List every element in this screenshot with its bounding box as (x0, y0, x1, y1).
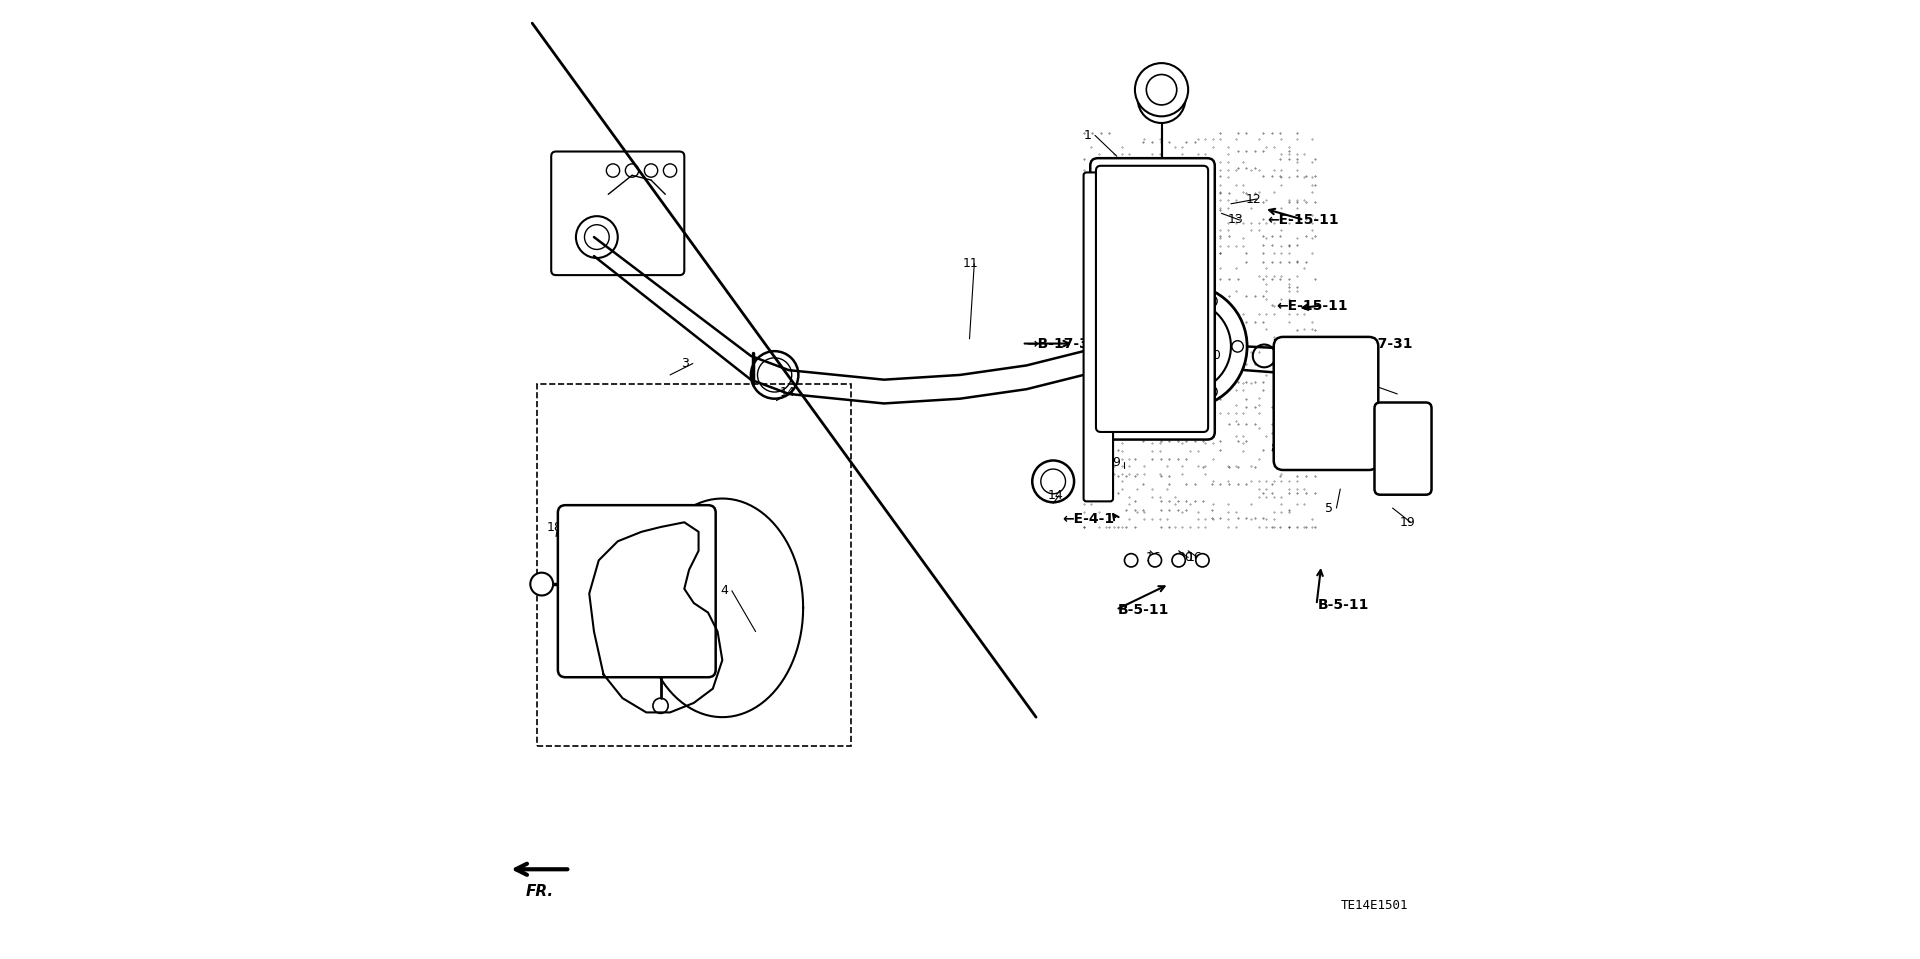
Text: ←E-4-1: ←E-4-1 (1062, 512, 1116, 526)
Bar (538, 385, 851, 746)
Circle shape (1123, 285, 1248, 409)
Text: 16: 16 (1146, 551, 1162, 564)
Text: 12: 12 (1246, 193, 1261, 205)
Text: 2: 2 (1089, 183, 1096, 196)
Text: 8: 8 (1269, 442, 1279, 455)
Text: →B-17-31: →B-17-31 (1027, 337, 1098, 351)
Circle shape (1171, 553, 1185, 567)
FancyBboxPatch shape (1096, 166, 1208, 432)
Text: ←E-15-11: ←E-15-11 (1277, 298, 1348, 313)
Text: 16: 16 (1164, 79, 1179, 91)
Text: 3: 3 (682, 357, 689, 370)
Text: →B-17-31: →B-17-31 (1340, 337, 1413, 351)
Text: 7: 7 (1359, 378, 1367, 391)
Text: 17: 17 (662, 521, 678, 533)
Text: 9: 9 (1112, 456, 1119, 469)
Text: 18: 18 (547, 521, 563, 533)
Text: 20: 20 (1177, 551, 1192, 564)
Circle shape (1125, 553, 1139, 567)
Circle shape (1290, 370, 1356, 436)
Circle shape (530, 573, 553, 596)
Text: 14: 14 (1048, 489, 1064, 503)
FancyBboxPatch shape (559, 505, 716, 677)
Text: 16: 16 (1308, 409, 1323, 421)
Circle shape (584, 532, 689, 637)
Circle shape (1135, 63, 1188, 116)
Text: FR.: FR. (526, 883, 553, 899)
Text: ←E-15-11: ←E-15-11 (1267, 213, 1338, 227)
Text: 15: 15 (1100, 249, 1117, 263)
Text: 10: 10 (1206, 349, 1221, 363)
Text: 13: 13 (1229, 214, 1244, 226)
Text: 16: 16 (1187, 551, 1202, 564)
FancyBboxPatch shape (1083, 173, 1114, 502)
Text: 17: 17 (651, 618, 666, 630)
Text: 11: 11 (962, 257, 979, 270)
Text: 6: 6 (1306, 442, 1313, 455)
Text: 19: 19 (1400, 516, 1415, 528)
Text: 1: 1 (1083, 129, 1091, 142)
Text: 14: 14 (780, 386, 795, 399)
Text: B-5-11: B-5-11 (1317, 598, 1369, 612)
Bar (1079, 132, 1317, 532)
Circle shape (1139, 76, 1185, 123)
Text: 5: 5 (1325, 502, 1332, 515)
Text: B-5-11: B-5-11 (1117, 603, 1169, 617)
FancyBboxPatch shape (1091, 158, 1215, 439)
Text: 15: 15 (1102, 279, 1119, 292)
Text: 4: 4 (720, 584, 728, 597)
Circle shape (1382, 427, 1425, 469)
FancyBboxPatch shape (1375, 403, 1432, 495)
Circle shape (1196, 553, 1210, 567)
Circle shape (1148, 553, 1162, 567)
Text: TE14E1501: TE14E1501 (1342, 899, 1409, 912)
FancyBboxPatch shape (1273, 337, 1379, 470)
